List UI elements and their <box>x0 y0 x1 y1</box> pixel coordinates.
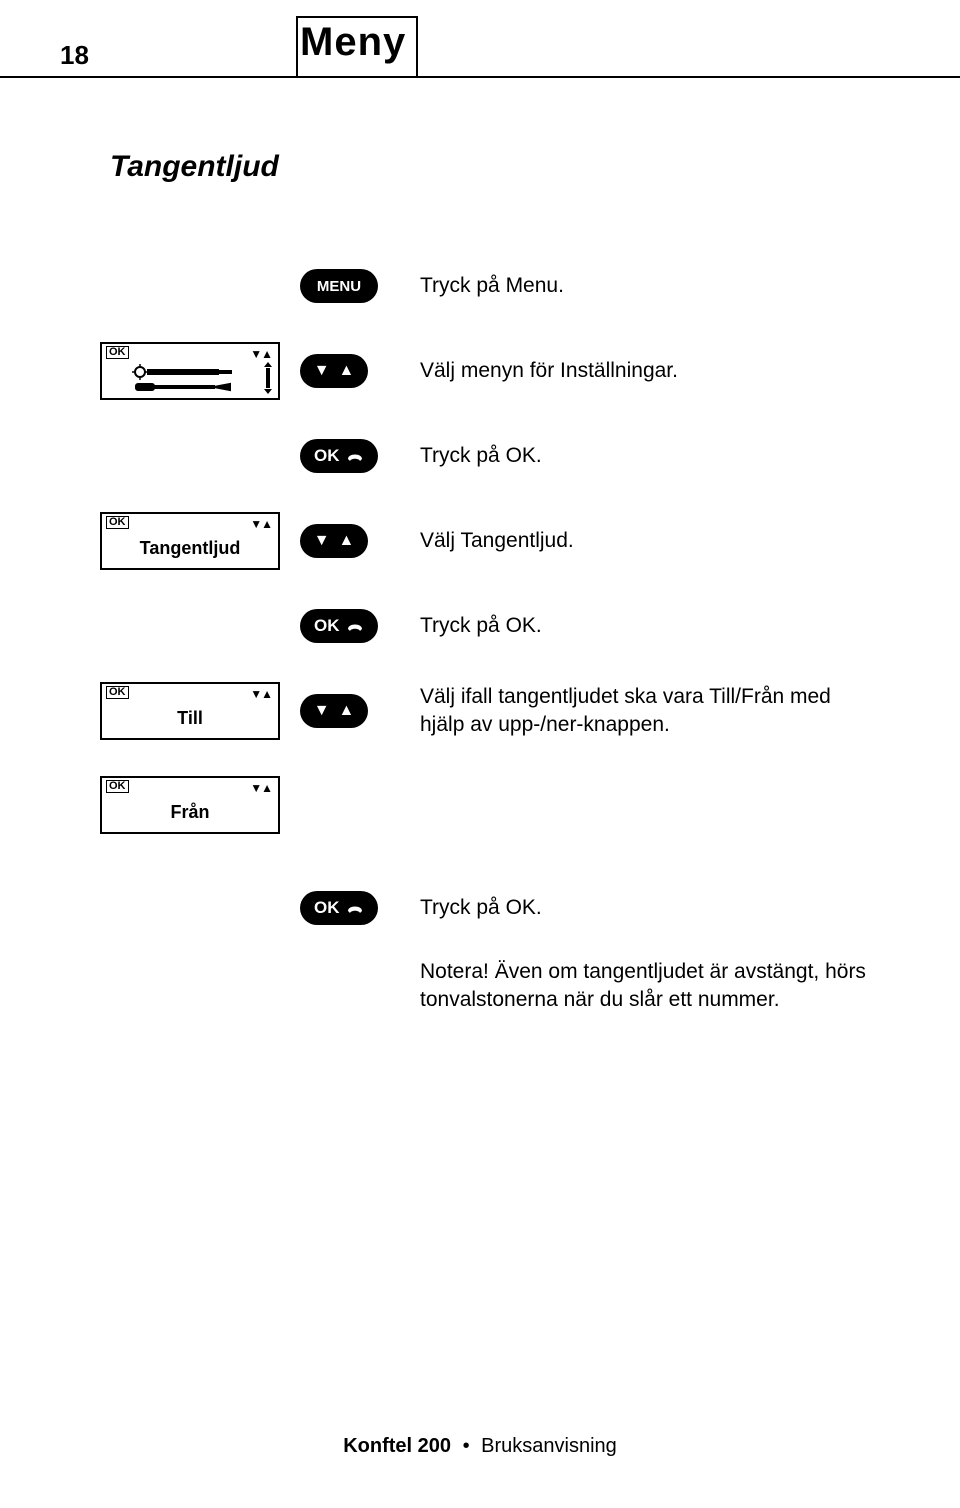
lcd-ok-label: OK <box>106 346 129 359</box>
ok-button-label: OK <box>314 616 340 636</box>
lcd-arrows-icon <box>250 517 272 531</box>
menu-button[interactable]: MENU <box>300 269 378 303</box>
lcd-text: Från <box>102 802 278 823</box>
arrows-button[interactable] <box>300 694 368 728</box>
step-row: OK Tangentljud Välj Tangentljud. <box>100 506 880 576</box>
step-text: Tryck på OK. <box>420 612 880 640</box>
step-row: OK <box>100 336 880 406</box>
steps-area: MENU Tryck på Menu. OK <box>100 260 880 1039</box>
page-number: 18 <box>60 40 89 71</box>
arrows-button[interactable] <box>300 354 368 388</box>
step-row: OK Från <box>100 770 880 840</box>
ok-button[interactable]: OK <box>300 439 378 473</box>
lcd-display-till: OK Till <box>100 682 280 740</box>
lcd-arrows-icon <box>250 687 272 701</box>
section-title: Tangentljud <box>110 150 279 184</box>
phone-icon <box>346 901 364 915</box>
step-text: Tryck på Menu. <box>420 272 880 300</box>
header-title: Meny <box>300 20 406 65</box>
lcd-text: Till <box>102 708 278 729</box>
step-text: Välj menyn för Inställningar. <box>420 357 880 385</box>
page-header: 18 Meny <box>0 0 960 100</box>
lcd-arrows-icon <box>250 347 272 361</box>
step-text: Tryck på OK. <box>420 442 880 470</box>
step-text: Tryck på OK. <box>420 894 880 922</box>
header-rule <box>0 76 960 78</box>
footer-separator: • <box>463 1435 470 1457</box>
note-row: Notera! Även om tangentljudet är avstäng… <box>100 958 880 1015</box>
step-text: Välj ifall tangentljudet ska vara Till/F… <box>420 683 880 740</box>
lcd-display-tangentljud: OK Tangentljud <box>100 512 280 570</box>
lcd-text: Tangentljud <box>102 538 278 559</box>
ok-button-label: OK <box>314 898 340 918</box>
lcd-arrows-icon <box>250 781 272 795</box>
step-row: OK Tryck på OK. <box>100 882 880 934</box>
footer-product: Konftel 200 <box>343 1435 451 1457</box>
footer-doc: Bruksanvisning <box>481 1435 617 1457</box>
step-row: MENU Tryck på Menu. <box>100 260 880 312</box>
lcd-ok-label: OK <box>106 516 129 529</box>
phone-icon <box>346 449 364 463</box>
lcd-display-fran: OK Från <box>100 776 280 834</box>
page-footer: Konftel 200 • Bruksanvisning <box>0 1435 960 1458</box>
ok-button[interactable]: OK <box>300 891 378 925</box>
tools-icon <box>132 364 242 394</box>
ok-button[interactable]: OK <box>300 609 378 643</box>
step-row: OK Till Välj ifall tangentljudet ska var… <box>100 676 880 746</box>
lcd-ok-label: OK <box>106 780 129 793</box>
step-row: OK Tryck på OK. <box>100 600 880 652</box>
page: 18 Meny Tangentljud MENU Tryck på Menu. … <box>0 0 960 1508</box>
phone-icon <box>346 619 364 633</box>
arrows-button[interactable] <box>300 524 368 558</box>
lcd-display-settings: OK <box>100 342 280 400</box>
ok-button-label: OK <box>314 446 340 466</box>
note-label: Notera! <box>420 960 489 983</box>
step-text: Välj Tangentljud. <box>420 527 880 555</box>
lcd-scrollbar-icon <box>264 362 272 394</box>
step-row: OK Tryck på OK. <box>100 430 880 482</box>
lcd-ok-label: OK <box>106 686 129 699</box>
